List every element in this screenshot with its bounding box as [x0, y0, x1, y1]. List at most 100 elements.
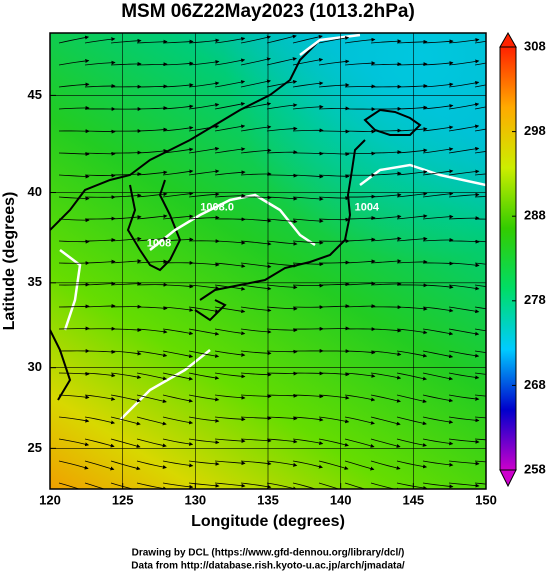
streamline [162, 284, 194, 289]
streamline [136, 394, 167, 404]
streamline [318, 129, 350, 134]
x-tick-label: 140 [330, 492, 352, 507]
streamline [110, 193, 142, 198]
colorbar-bar [499, 46, 517, 471]
streamline [344, 460, 375, 471]
streamline [240, 218, 272, 223]
streamline [266, 173, 298, 178]
streamline [188, 438, 220, 445]
streamline [214, 124, 246, 132]
streamline [84, 84, 116, 89]
contour-label: 1004 [355, 201, 380, 213]
x-tick-label: 145 [402, 492, 424, 507]
streamline [188, 350, 220, 358]
streamline [214, 328, 246, 336]
streamline [58, 438, 90, 447]
streamline [292, 34, 323, 44]
streamline [396, 372, 427, 381]
streamline [58, 371, 90, 376]
streamline [448, 438, 480, 444]
streamline [240, 125, 272, 132]
streamline [84, 259, 116, 264]
streamline [84, 151, 116, 156]
streamline [422, 82, 454, 88]
streamline [396, 482, 428, 489]
streamline [422, 460, 454, 467]
streamline [448, 482, 480, 488]
streamline [370, 438, 401, 448]
title: MSM 06Z22May2023 (1013.2hPa) [121, 1, 415, 22]
streamline [474, 173, 486, 176]
streamline [396, 306, 428, 311]
streamline [344, 350, 376, 355]
streamline [370, 416, 401, 426]
streamline [214, 438, 246, 444]
streamline [162, 147, 194, 154]
streamline [318, 174, 350, 179]
streamline [292, 416, 324, 422]
streamline [292, 81, 324, 88]
streamline [58, 304, 90, 309]
streamline [266, 349, 298, 354]
streamline [448, 284, 480, 291]
streamline [58, 416, 90, 423]
streamline [422, 482, 454, 489]
streamline [136, 84, 168, 89]
streamline [448, 124, 480, 132]
streamline [58, 105, 90, 110]
streamline [110, 172, 142, 177]
streamline [474, 438, 486, 441]
streamline [422, 394, 454, 403]
streamline [136, 350, 168, 358]
streamline [344, 194, 376, 199]
streamline [292, 151, 324, 156]
streamline [162, 237, 194, 242]
colorbar: 258 268 278 288 298 308 [499, 31, 546, 488]
streamline [240, 394, 272, 399]
streamline [162, 372, 193, 381]
streamline [162, 125, 194, 132]
streamline [396, 148, 428, 154]
streamline [344, 216, 376, 221]
streamline [240, 328, 272, 334]
streamline [110, 460, 141, 471]
streamline [370, 150, 402, 155]
y-tick-label: 45 [28, 87, 42, 102]
streamline [448, 262, 480, 268]
streamline [110, 394, 142, 403]
streamline [136, 214, 168, 220]
streamline [344, 394, 376, 402]
streamline [448, 460, 480, 466]
streamline [422, 191, 454, 198]
streamline [136, 192, 168, 198]
streamline [318, 36, 350, 44]
streamline [188, 328, 220, 336]
streamline [84, 173, 116, 178]
streamline [422, 284, 454, 289]
streamline [214, 240, 246, 245]
y-axis-label: Latitude (degrees) [1, 192, 18, 331]
streamline [370, 171, 402, 176]
streamline [136, 149, 168, 154]
streamline [162, 214, 194, 220]
colorbar-tick-label: 278 [524, 292, 546, 307]
streamline [162, 39, 194, 44]
streamline [318, 59, 350, 66]
streamline [448, 59, 480, 66]
streamline [318, 106, 350, 111]
streamline [370, 193, 402, 198]
streamline [318, 83, 350, 88]
streamline [162, 438, 194, 446]
streamline [240, 195, 272, 200]
contour-label: 1008.0 [200, 201, 234, 213]
streamline [318, 438, 349, 447]
streamline [136, 259, 168, 264]
streamline [214, 416, 246, 422]
streamline [136, 416, 167, 426]
streamline [292, 482, 323, 489]
streamline [292, 262, 324, 267]
streamline [266, 80, 298, 88]
streamline [370, 460, 401, 470]
streamline [136, 372, 168, 381]
